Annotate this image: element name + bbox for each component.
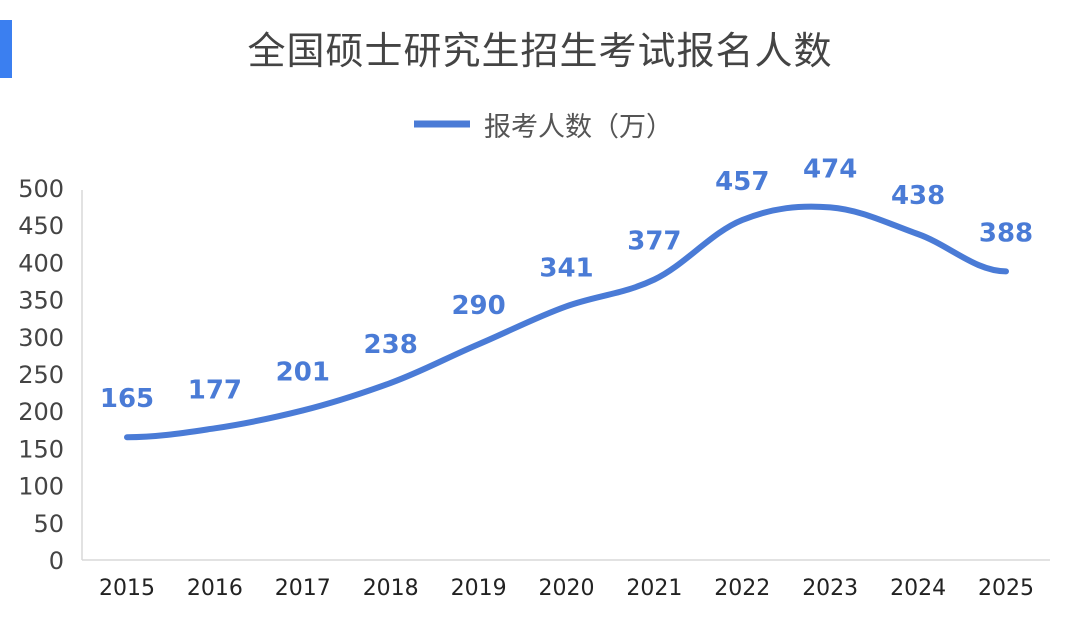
x-tick-label: 2024 xyxy=(890,576,946,601)
y-tick-label: 200 xyxy=(18,398,64,426)
x-tick-label: 2016 xyxy=(187,576,243,601)
y-tick-label: 450 xyxy=(18,212,64,240)
data-label: 165 xyxy=(100,384,154,414)
y-tick-label: 400 xyxy=(18,249,64,277)
data-label: 238 xyxy=(364,330,418,360)
x-tick-label: 2021 xyxy=(626,576,682,601)
data-label: 290 xyxy=(451,291,505,321)
x-tick-label: 2019 xyxy=(451,576,507,601)
x-tick-label: 2018 xyxy=(363,576,419,601)
x-tick-label: 2022 xyxy=(714,576,770,601)
x-tick-label: 2017 xyxy=(275,576,331,601)
data-label: 438 xyxy=(891,181,945,211)
data-label: 201 xyxy=(276,357,330,387)
legend-label: 报考人数（万） xyxy=(484,112,673,143)
y-tick-label: 100 xyxy=(18,473,64,501)
y-tick-label: 300 xyxy=(18,324,64,352)
x-tick-label: 2015 xyxy=(99,576,155,601)
y-tick-label: 0 xyxy=(49,547,64,575)
x-tick-label: 2025 xyxy=(978,576,1034,601)
data-label: 377 xyxy=(627,227,681,257)
data-label: 341 xyxy=(539,253,593,283)
chart-title: 全国硕士研究生招生考试报名人数 xyxy=(247,29,833,73)
y-tick-label: 250 xyxy=(18,361,64,389)
accent-bar xyxy=(0,20,12,78)
y-tick-label: 50 xyxy=(33,510,64,538)
x-tick-label: 2020 xyxy=(539,576,595,601)
data-label: 388 xyxy=(979,218,1033,248)
data-label: 474 xyxy=(803,154,857,184)
y-tick-label: 350 xyxy=(18,287,64,315)
y-tick-label: 150 xyxy=(18,435,64,463)
data-label: 457 xyxy=(715,167,769,197)
series-line xyxy=(124,203,1009,441)
data-label: 177 xyxy=(188,375,242,405)
y-tick-label: 500 xyxy=(18,175,64,203)
x-tick-label: 2023 xyxy=(802,576,858,601)
